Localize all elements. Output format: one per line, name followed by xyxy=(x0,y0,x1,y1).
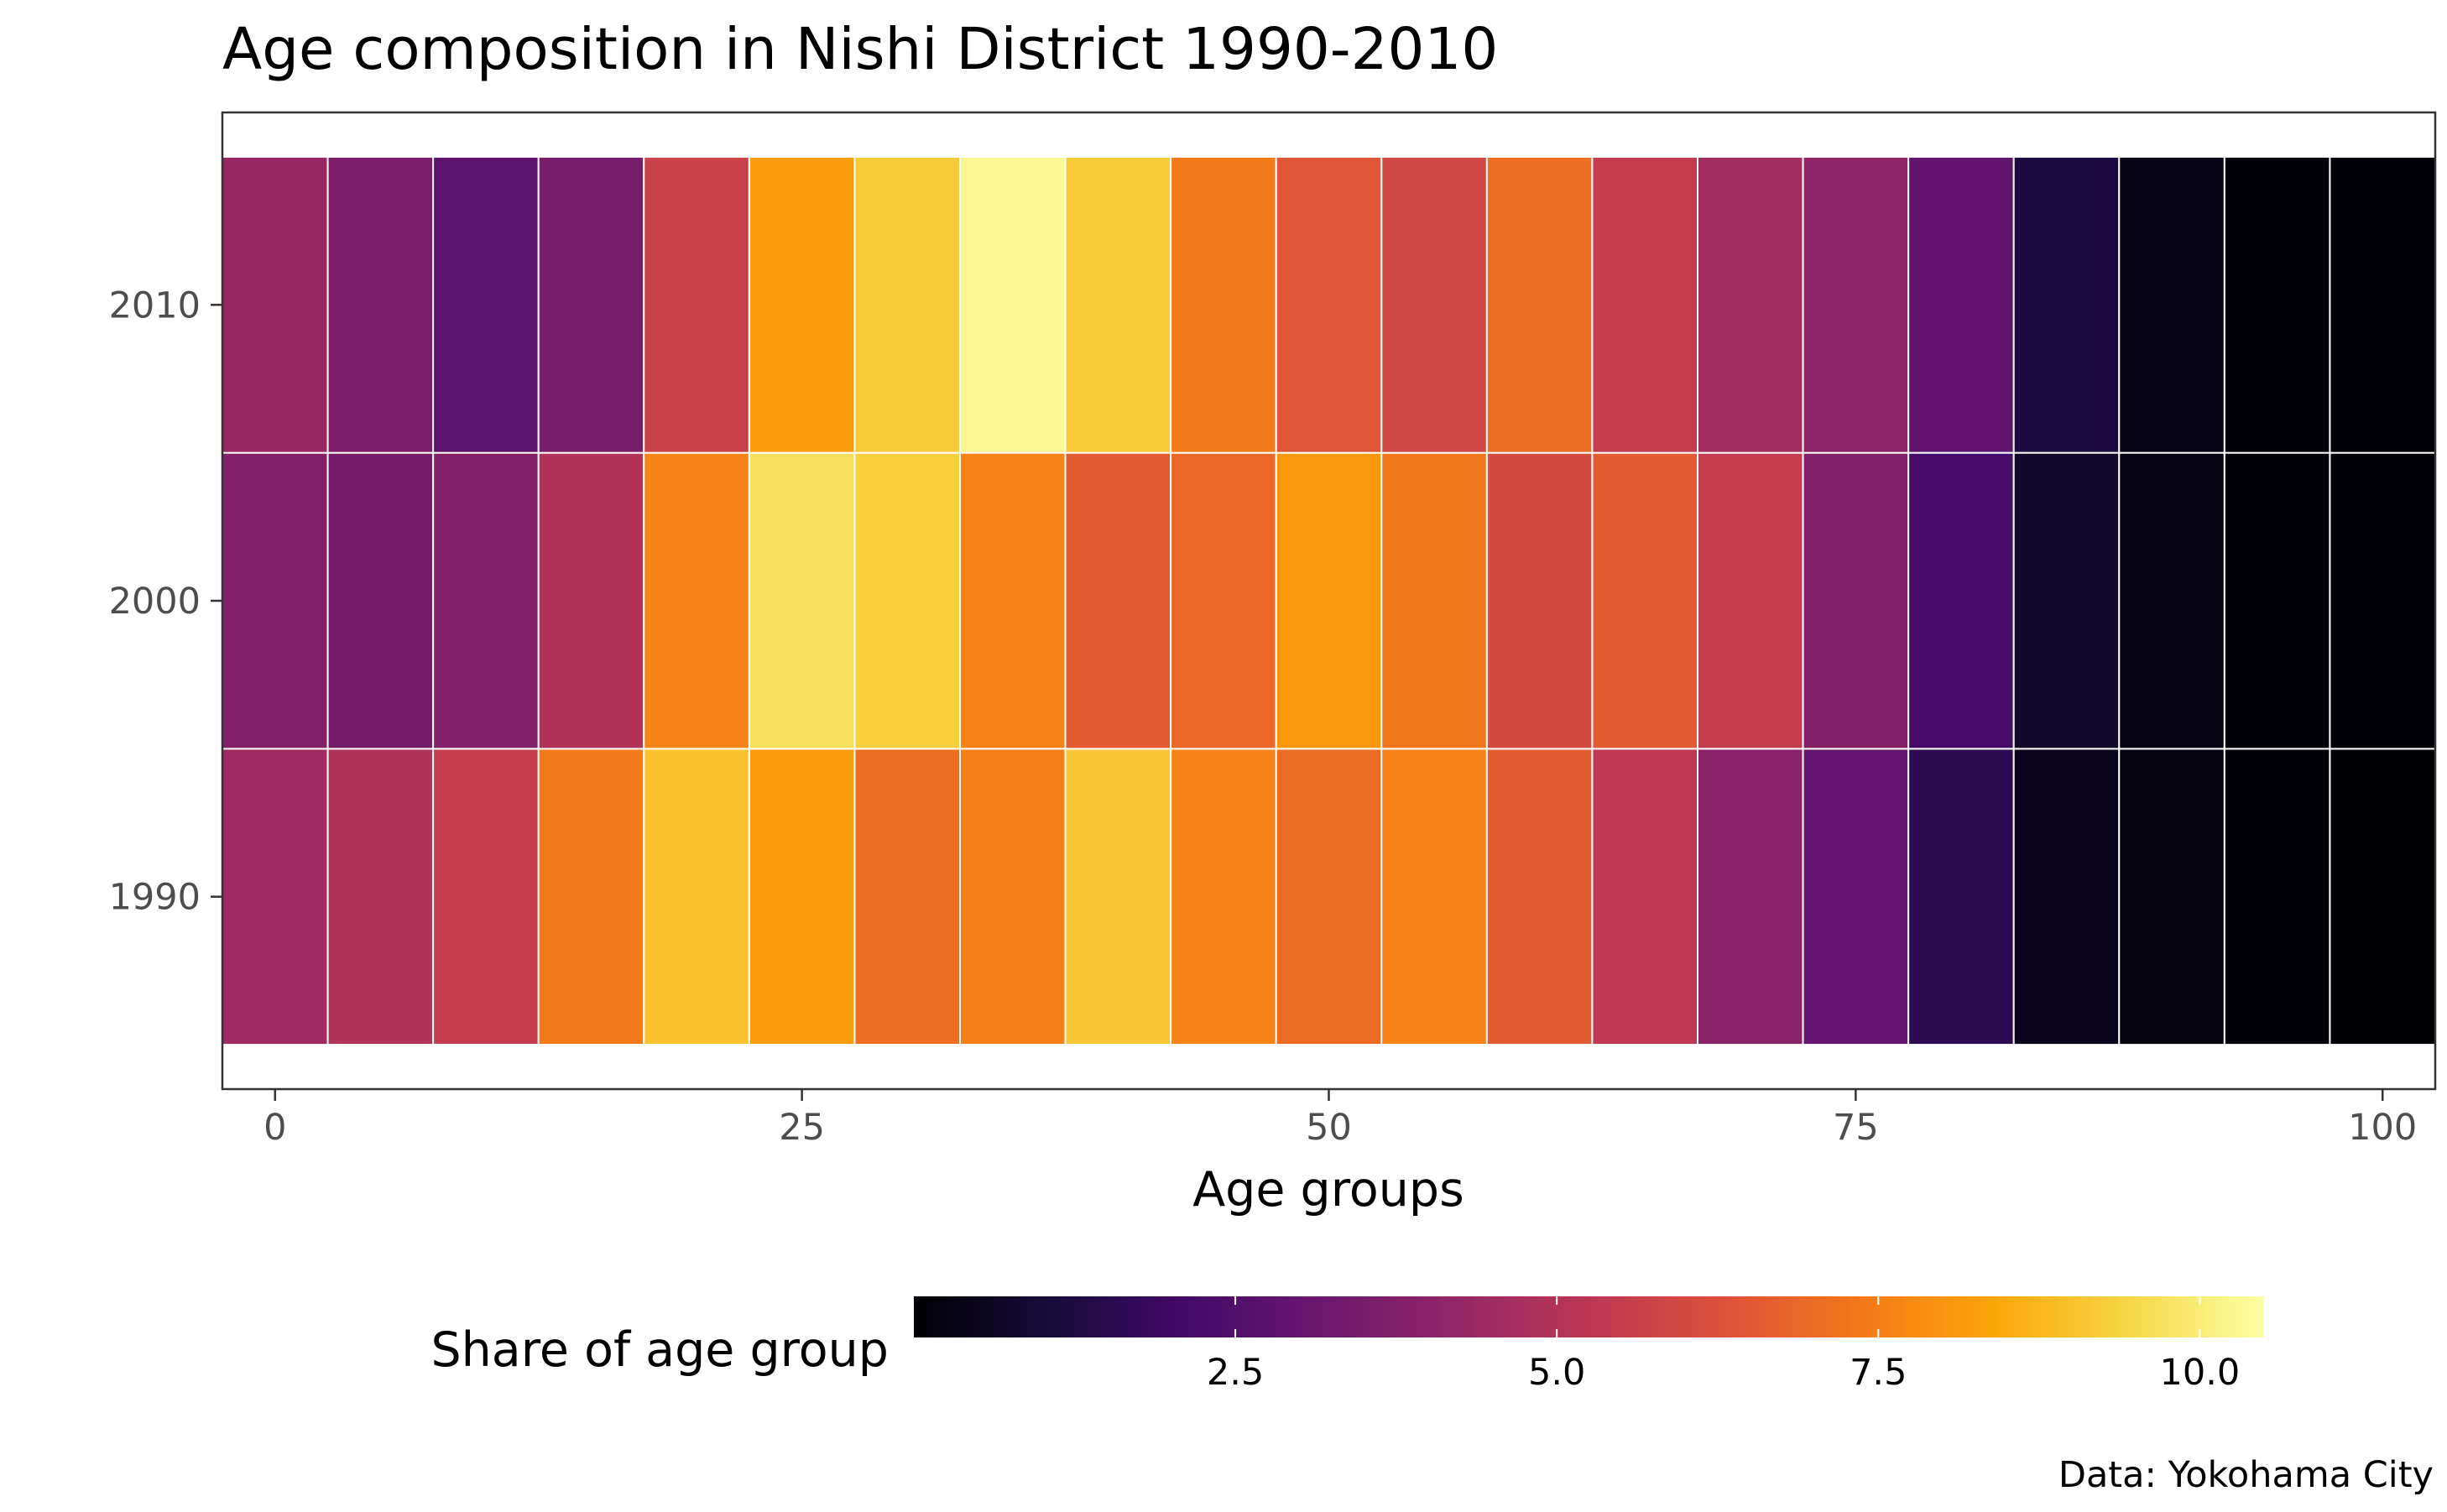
y-tick-label: 1990 xyxy=(109,877,201,919)
heatmap-cell-2010-age-60 xyxy=(1485,155,1594,454)
heatmap-cell-2000-age-50 xyxy=(1275,451,1383,750)
heatmap-cell-2000-age-80 xyxy=(1907,451,2015,750)
heatmap-cell-1990-age-25 xyxy=(748,748,856,1046)
x-tick-label: 50 xyxy=(1306,1107,1352,1149)
y-tick-label: 2010 xyxy=(109,284,201,326)
heatmap-cell-2010-age-30 xyxy=(853,155,961,454)
legend-tick-label: 7.5 xyxy=(1850,1352,1907,1394)
heatmap-cell-2000-age-90 xyxy=(2118,451,2225,750)
heatmap-cell-2000-age-30 xyxy=(853,451,961,750)
x-tick-label: 75 xyxy=(1833,1107,1879,1149)
heatmap-cell-1990-age-15 xyxy=(537,748,645,1046)
legend-colorbar xyxy=(914,1296,2264,1337)
heatmap-cell-2000-age-35 xyxy=(959,451,1067,750)
heatmap-cell-2010-age-85 xyxy=(2012,155,2121,454)
heatmap-cell-2000-age-70 xyxy=(1697,451,1804,750)
heatmap-cell-1990-age-45 xyxy=(1170,748,1277,1046)
heatmap-cell-2000-age-75 xyxy=(1802,451,1910,750)
heatmap-cell-2010-age-95 xyxy=(2223,155,2331,454)
heatmap-cell-1990-age-90 xyxy=(2118,748,2225,1046)
heatmap-cell-1990-age-0 xyxy=(222,748,329,1046)
x-tick-label: 0 xyxy=(263,1107,286,1149)
heatmap-cell-2010-age-40 xyxy=(1064,155,1172,454)
heatmap-cell-1990-age-95 xyxy=(2223,748,2331,1046)
heatmap-cell-2000-age-25 xyxy=(748,451,856,750)
heatmap-cell-2010-age-100 xyxy=(2329,155,2436,454)
heatmap-cell-2010-age-5 xyxy=(326,155,435,454)
legend-tick-label: 5.0 xyxy=(1528,1352,1585,1394)
heatmap-cell-1990-age-10 xyxy=(432,748,540,1046)
heatmap-cells xyxy=(222,155,2436,1046)
x-tick-label: 25 xyxy=(779,1107,825,1149)
x-axis-title: Age groups xyxy=(1192,1162,1464,1217)
chart-caption: Data: Yokohama City xyxy=(2058,1454,2434,1496)
heatmap-cell-2010-age-70 xyxy=(1697,155,1804,454)
heatmap-cell-2010-age-15 xyxy=(537,155,645,454)
legend-title: Share of age group xyxy=(430,1322,889,1378)
legend-tick-label: 2.5 xyxy=(1207,1352,1264,1394)
heatmap-cell-1990-age-100 xyxy=(2329,748,2436,1046)
heatmap-cell-1990-age-40 xyxy=(1064,748,1172,1046)
heatmap-cell-2010-age-20 xyxy=(643,155,750,454)
y-tick-label: 2000 xyxy=(109,581,201,623)
heatmap-cell-1990-age-70 xyxy=(1697,748,1804,1046)
heatmap-cell-2000-age-95 xyxy=(2223,451,2331,750)
heatmap-cell-2000-age-100 xyxy=(2329,451,2436,750)
heatmap-cell-2010-age-0 xyxy=(222,155,329,454)
x-tick-label: 100 xyxy=(2348,1107,2417,1149)
heatmap-cell-2010-age-90 xyxy=(2118,155,2225,454)
heatmap-cell-2000-age-55 xyxy=(1380,451,1488,750)
heatmap-cell-1990-age-30 xyxy=(853,748,961,1046)
heatmap-cell-2010-age-35 xyxy=(959,155,1067,454)
heatmap-cell-2010-age-50 xyxy=(1275,155,1383,454)
heatmap-cell-1990-age-80 xyxy=(1907,748,2015,1046)
heatmap-cell-2000-age-5 xyxy=(326,451,435,750)
heatmap-cell-2010-age-10 xyxy=(432,155,540,454)
heatmap-cell-1990-age-20 xyxy=(643,748,750,1046)
heatmap-cell-2000-age-40 xyxy=(1064,451,1172,750)
heatmap-cell-1990-age-50 xyxy=(1275,748,1383,1046)
heatmap-cell-2010-age-65 xyxy=(1591,155,1699,454)
heatmap-cell-2010-age-75 xyxy=(1802,155,1910,454)
heatmap-cell-2000-age-0 xyxy=(222,451,329,750)
heatmap-cell-2000-age-15 xyxy=(537,451,645,750)
heatmap-cell-2000-age-65 xyxy=(1591,451,1699,750)
heatmap-cell-2010-age-80 xyxy=(1907,155,2015,454)
chart-title: Age composition in Nishi District 1990-2… xyxy=(222,16,1498,83)
heatmap-cell-1990-age-35 xyxy=(959,748,1067,1046)
y-axis: 1990 2000 2010 xyxy=(109,284,222,919)
heatmap-cell-2010-age-45 xyxy=(1170,155,1277,454)
legend-tick-label: 10.0 xyxy=(2160,1352,2241,1394)
heatmap-cell-2000-age-85 xyxy=(2012,451,2121,750)
heatmap-cell-2000-age-45 xyxy=(1170,451,1277,750)
heatmap-cell-1990-age-75 xyxy=(1802,748,1910,1046)
heatmap-cell-1990-age-65 xyxy=(1591,748,1699,1046)
heatmap-cell-2000-age-20 xyxy=(643,451,750,750)
heatmap-cell-2010-age-55 xyxy=(1380,155,1488,454)
heatmap-cell-2010-age-25 xyxy=(748,155,856,454)
x-axis: 0 25 50 75 100 xyxy=(263,1089,2417,1149)
legend-ticks: 2.5 5.0 7.5 10.0 xyxy=(1207,1296,2240,1394)
heatmap-cell-2000-age-60 xyxy=(1485,451,1594,750)
heatmap-cell-1990-age-5 xyxy=(326,748,435,1046)
heatmap-cell-1990-age-55 xyxy=(1380,748,1488,1046)
heatmap-cell-2000-age-10 xyxy=(432,451,540,750)
heatmap-cell-1990-age-85 xyxy=(2012,748,2121,1046)
heatmap-cell-1990-age-60 xyxy=(1485,748,1594,1046)
